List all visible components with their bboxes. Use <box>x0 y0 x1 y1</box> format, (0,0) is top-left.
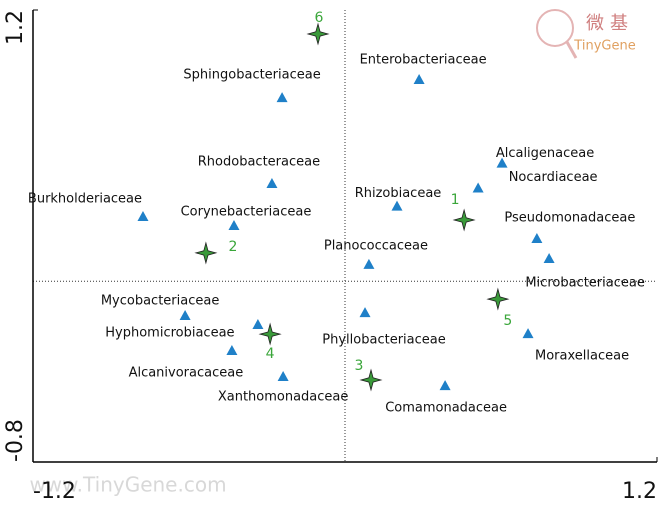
logo: 微基 TinyGene <box>536 9 636 59</box>
taxon-point <box>276 92 288 103</box>
taxon-point <box>228 220 240 231</box>
taxon-point <box>413 74 425 85</box>
taxon-label: Planococcaceae <box>324 238 428 253</box>
logo-handle <box>565 41 578 59</box>
sample-point <box>258 322 282 346</box>
sample-point <box>194 241 218 265</box>
sample-label: 5 <box>503 313 512 329</box>
taxon-label: Corynebacteriaceae <box>181 205 312 220</box>
logo-en: TinyGene <box>573 39 635 54</box>
taxon-label: Hyphomicrobiaceae <box>105 326 234 341</box>
taxon-label: Xanthomonadaceae <box>218 390 349 405</box>
sample-label: 4 <box>266 346 275 362</box>
taxon-label: Phyllobacteriaceae <box>322 333 445 348</box>
sample-label: 2 <box>228 239 237 255</box>
sample-label: 6 <box>314 10 323 26</box>
taxon-point <box>472 182 484 193</box>
taxon-point <box>137 211 149 222</box>
taxon-point <box>252 319 264 330</box>
taxon-point <box>226 345 238 356</box>
taxon-label: Comamonadaceae <box>385 401 507 416</box>
logo-ring <box>536 9 574 47</box>
x-tick-label: -1.2 <box>33 479 76 504</box>
taxon-label: Burkholderiaceae <box>28 192 142 207</box>
y-tick-label: -0.8 <box>3 419 28 462</box>
sample-point <box>452 208 476 232</box>
sample-label: 1 <box>451 192 460 208</box>
sample-point <box>486 287 510 311</box>
y-tick-label: 1.2 <box>3 10 28 45</box>
taxon-point <box>522 328 534 339</box>
sample-point <box>306 22 330 46</box>
taxon-label: Alcaligenaceae <box>496 146 594 161</box>
sample-label: 3 <box>355 358 364 374</box>
logo-cn: 微基 <box>586 13 634 34</box>
taxon-label: Enterobacteriaceae <box>360 53 487 68</box>
taxon-label: Sphingobacteriaceae <box>183 68 320 83</box>
taxon-point <box>531 232 543 243</box>
taxon-point <box>363 258 375 269</box>
taxon-label: Microbacteriaceae <box>525 276 644 291</box>
taxon-label: Pseudomonadaceae <box>504 210 635 225</box>
taxon-label: Nocardiaceae <box>509 170 598 185</box>
taxon-point <box>179 310 191 321</box>
taxon-point <box>277 371 289 382</box>
taxon-point <box>359 307 371 318</box>
taxon-label: Moraxellaceae <box>535 349 629 364</box>
watermark: www.TinyGene.com <box>29 473 226 497</box>
taxon-label: Alcanivoracaceae <box>129 366 244 381</box>
taxon-label: Rhizobiaceae <box>355 186 442 201</box>
taxon-point <box>266 178 278 189</box>
taxon-point <box>496 157 508 168</box>
taxon-point <box>391 200 403 211</box>
taxon-point <box>439 380 451 391</box>
taxon-label: Rhodobacteraceae <box>198 155 320 170</box>
x-tick-label: 1.2 <box>622 479 657 504</box>
taxon-point <box>543 253 555 264</box>
sample-point <box>359 368 383 392</box>
taxon-label: Mycobacteriaceae <box>101 294 220 309</box>
